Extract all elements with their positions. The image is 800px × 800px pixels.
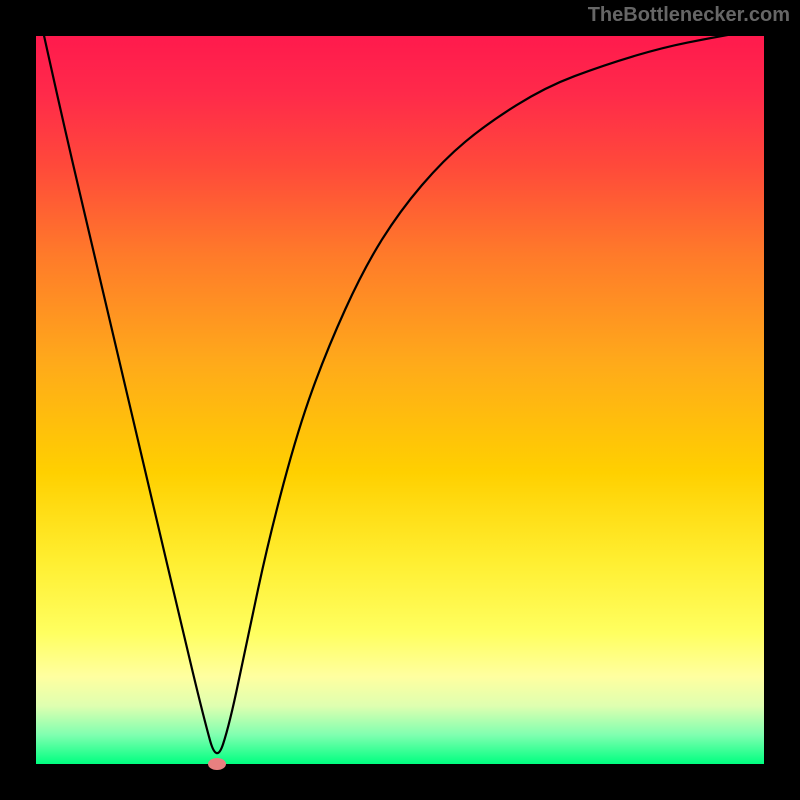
optimal-marker <box>208 758 226 770</box>
plot-area <box>36 36 764 764</box>
bottleneck-curve <box>36 36 764 764</box>
watermark-text: TheBottlenecker.com <box>588 4 790 27</box>
chart-container: TheBottlenecker.com <box>0 0 800 800</box>
